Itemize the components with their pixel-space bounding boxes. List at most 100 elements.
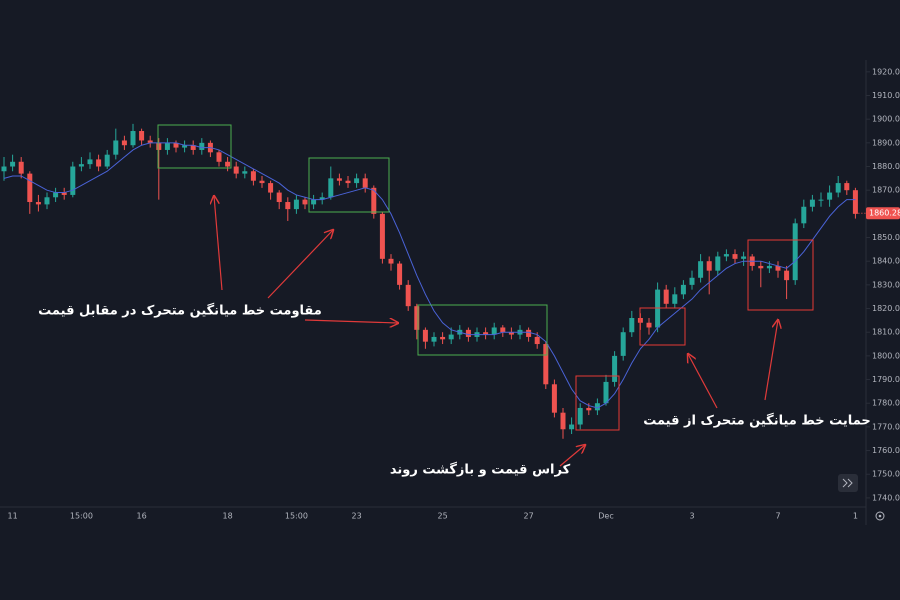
scroll-button[interactable] — [838, 474, 858, 492]
annotation: حمایت خط میانگین متحرک از قیمت — [643, 413, 871, 429]
candle-body — [44, 197, 50, 205]
resistance-box — [308, 157, 390, 213]
candle-body — [431, 336, 437, 342]
x-tick-label: Dec — [598, 512, 613, 521]
x-tick-label: 15:00 — [70, 512, 93, 521]
candle-body — [551, 384, 557, 413]
candle-body — [113, 140, 119, 155]
y-tick-label: 1920.00 — [872, 67, 900, 76]
y-tick-label: 1910.00 — [872, 91, 900, 100]
candle-body — [259, 180, 265, 184]
y-tick-label: 1890.00 — [872, 138, 900, 147]
candle-body — [61, 192, 67, 195]
candle-body — [164, 142, 170, 150]
y-tick-label: 1810.00 — [872, 328, 900, 337]
candle-body — [190, 145, 196, 150]
y-tick-label: 1790.00 — [872, 375, 900, 384]
candle-body — [766, 265, 772, 269]
candle-body — [483, 332, 489, 335]
arrow — [764, 320, 778, 401]
candle-body — [173, 142, 179, 148]
arrow — [214, 196, 223, 291]
x-tick-label: 16 — [137, 512, 147, 521]
candle-body — [809, 199, 815, 207]
candle-body — [732, 254, 738, 259]
candle-body — [706, 261, 712, 271]
candle-body — [603, 381, 609, 404]
candle-body — [147, 140, 153, 143]
candle-body — [87, 159, 93, 165]
last-price-label: 1860.28 — [869, 209, 900, 218]
candle-body — [672, 294, 678, 304]
annotation: کراس قیمت و بازگشت روند — [390, 462, 571, 478]
last-price-box — [866, 207, 900, 220]
support-box — [747, 239, 814, 311]
annotation: مقاومت خط میانگین متحرک در مقابل قیمت — [38, 303, 322, 319]
x-tick-label: 15:00 — [285, 512, 308, 521]
candle-body — [852, 190, 858, 214]
settings-button[interactable] — [875, 511, 885, 521]
x-tick-label: 23 — [352, 512, 362, 521]
candle-body — [371, 187, 377, 214]
candle-body — [354, 178, 360, 184]
candle-body — [586, 407, 592, 411]
candle-body — [53, 192, 59, 198]
candle-body — [655, 289, 661, 328]
scroll-icon[interactable] — [842, 478, 853, 488]
y-tick-label: 1770.00 — [872, 422, 900, 431]
candle-body — [629, 318, 635, 333]
candle-body — [35, 202, 41, 205]
candle-body — [646, 322, 652, 328]
candle-body — [440, 336, 446, 340]
resistance-box — [157, 124, 232, 169]
moving-average-line — [3, 142, 856, 409]
y-tick-label: 1800.00 — [872, 351, 900, 360]
support-box — [639, 307, 686, 346]
y-tick-label: 1780.00 — [872, 399, 900, 408]
arrow — [267, 230, 333, 299]
y-tick-label: 1820.00 — [872, 304, 900, 313]
candle-body — [663, 289, 669, 304]
candle-body — [268, 183, 274, 193]
candle-body — [689, 277, 695, 285]
candle-body — [362, 178, 368, 188]
cross-box — [575, 375, 620, 431]
settings-icon[interactable] — [875, 511, 885, 521]
candle-body — [508, 332, 514, 335]
candle-body — [560, 412, 566, 430]
candle-body — [156, 142, 162, 150]
settings-icon-dot[interactable] — [878, 514, 882, 518]
candle-body — [225, 161, 231, 167]
y-tick-label: 1850.00 — [872, 233, 900, 242]
y-tick-label: 1880.00 — [872, 162, 900, 171]
candle-body — [276, 192, 282, 203]
candle-body — [250, 171, 256, 181]
candle-body — [491, 327, 497, 335]
candle-body — [792, 223, 798, 281]
scroll-button-bg[interactable] — [838, 474, 858, 492]
candle-body — [397, 263, 403, 285]
arrows — [214, 196, 778, 467]
candle-body — [835, 183, 841, 193]
candle-body — [422, 329, 428, 342]
candle-body — [96, 159, 102, 167]
candle-body — [827, 192, 833, 200]
candle-body — [405, 284, 411, 307]
candle-body — [534, 336, 540, 345]
y-tick-label: 1830.00 — [872, 280, 900, 289]
candle-body — [336, 178, 342, 181]
candle-body — [1, 166, 7, 172]
candle-body — [130, 131, 136, 146]
arrow — [559, 445, 585, 467]
candle-body — [620, 332, 626, 356]
y-tick-label: 1760.00 — [872, 446, 900, 455]
highlight-boxes — [157, 124, 814, 431]
candle-body — [104, 154, 110, 167]
candle-body — [784, 270, 790, 281]
candle-body — [680, 284, 686, 295]
candle-body — [139, 131, 145, 141]
arrow — [304, 320, 398, 323]
candle-body — [818, 199, 824, 201]
